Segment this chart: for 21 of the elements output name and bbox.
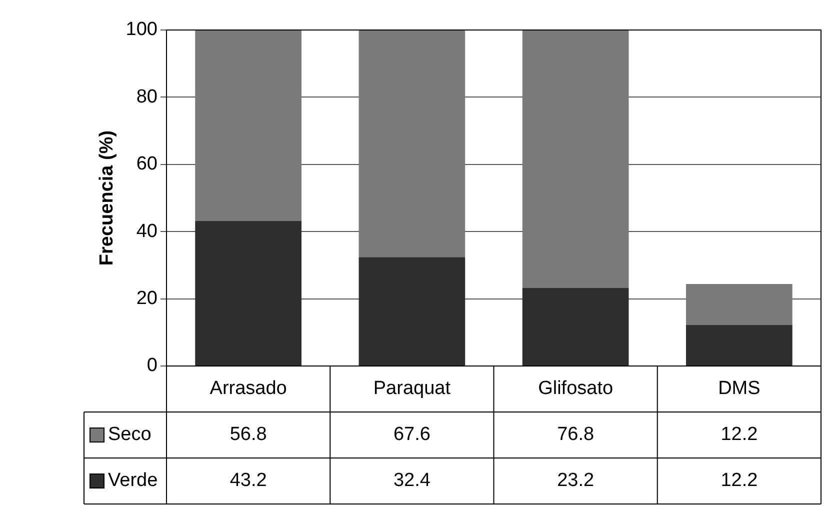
y-tick-label: 0	[146, 355, 158, 376]
x-tick-label: Glifosato	[538, 378, 614, 400]
y-tick-label: 80	[136, 86, 158, 108]
y-tick-label: 60	[136, 154, 158, 175]
data-label: 56.8	[230, 424, 267, 446]
y-tick-label: 40	[136, 220, 158, 242]
data-label: 76.8	[557, 424, 594, 446]
legend-label: Verde	[108, 470, 158, 492]
y-tick-label: 100	[126, 19, 158, 40]
data-label: 43.2	[230, 470, 267, 492]
legend-label: Seco	[108, 424, 152, 446]
y-axis-title: Frecuencia (%)	[96, 130, 118, 266]
data-label: 23.2	[557, 470, 594, 492]
x-tick-label: DMS	[718, 378, 760, 400]
y-tick-label: 20	[136, 288, 158, 310]
x-tick-label: Paraquat	[373, 378, 452, 400]
data-label: 12.2	[720, 424, 758, 446]
data-label: 12.2	[720, 470, 758, 492]
data-label: 67.6	[393, 424, 430, 446]
data-label: 32.4	[393, 470, 431, 492]
x-tick-label: Arrasado	[210, 378, 287, 400]
